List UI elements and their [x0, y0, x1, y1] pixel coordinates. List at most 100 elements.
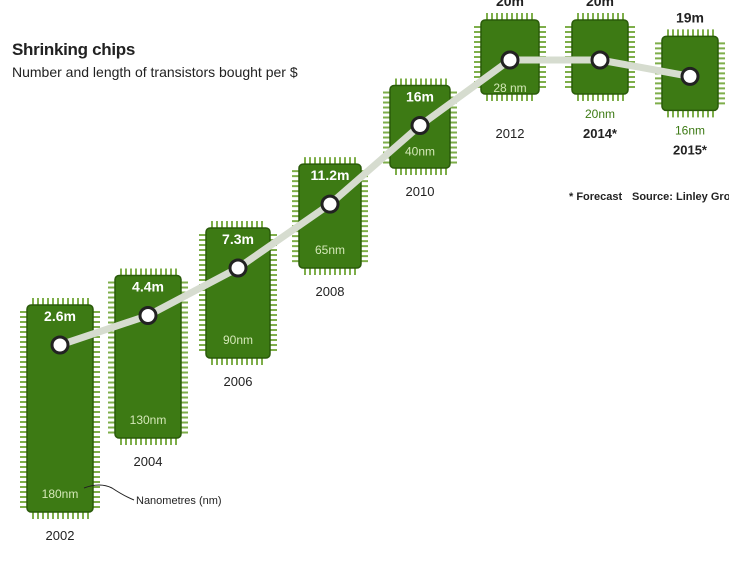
chip-pin — [607, 94, 609, 101]
chip-pin — [93, 366, 100, 368]
chip-pin — [199, 279, 206, 282]
chip-pin — [93, 411, 100, 413]
chip-2002 — [20, 298, 100, 519]
chip-pin — [628, 36, 635, 38]
chip-pin — [361, 195, 368, 198]
chip-pin — [304, 157, 306, 165]
chip-pin — [435, 78, 437, 86]
chip-pin — [655, 57, 662, 60]
chip-pin — [597, 13, 599, 20]
chip-pin — [292, 235, 299, 238]
chip-pin — [20, 451, 27, 453]
chip-pin — [181, 401, 188, 404]
chip-pin — [93, 316, 100, 318]
chip-pin — [539, 41, 546, 43]
chip-pin — [20, 501, 27, 503]
chip-pin — [270, 319, 277, 322]
chip-pin — [628, 86, 635, 88]
chip-pin — [199, 299, 206, 302]
chip-pin — [199, 249, 206, 252]
chip-pin — [20, 506, 27, 508]
chip-pin — [93, 386, 100, 388]
chip-pin — [199, 344, 206, 347]
chip-pin — [655, 77, 662, 80]
chip-pin — [72, 512, 74, 519]
chip-pin — [361, 185, 368, 188]
value-label: 7.3m — [222, 231, 254, 247]
chip-pin — [361, 260, 368, 263]
chip-pin — [334, 268, 336, 275]
chip-pin — [165, 438, 167, 445]
chip-pin — [592, 94, 594, 101]
chip-pin — [216, 358, 218, 365]
chip-pin — [145, 268, 147, 276]
chip-pin — [526, 94, 528, 101]
chip-pin — [93, 426, 100, 428]
chip-pin — [165, 268, 167, 276]
chip-pin — [270, 339, 277, 342]
chip-pin — [20, 471, 27, 473]
data-point-2002 — [50, 335, 70, 355]
chip-pin — [108, 331, 115, 334]
value-label: 11.2m — [311, 167, 350, 183]
chip-pin — [199, 324, 206, 327]
chip-pin — [329, 268, 331, 275]
chip-pin — [361, 240, 368, 243]
chip-pin — [539, 81, 546, 83]
chip-pin — [93, 381, 100, 383]
chip-pin — [231, 358, 233, 365]
chip-pin — [474, 66, 481, 68]
chip-pin — [199, 234, 206, 237]
chip-pin — [199, 334, 206, 337]
chip-pin — [20, 461, 27, 463]
chip-pin — [383, 121, 390, 124]
chip-pin — [140, 438, 142, 445]
chip-pin — [565, 31, 572, 33]
chip-pin — [93, 491, 100, 493]
chip-pin — [526, 13, 528, 20]
chip-pin — [270, 294, 277, 297]
chip-pin — [211, 221, 213, 229]
chip-pin — [314, 268, 316, 275]
chip-pin — [108, 286, 115, 289]
chip-pin — [314, 157, 316, 165]
chip-pin — [667, 110, 669, 118]
chip-pin — [292, 195, 299, 198]
chip-pin — [125, 268, 127, 276]
chip-pin — [93, 486, 100, 488]
chip-pin — [707, 110, 709, 118]
chip-pin — [292, 185, 299, 188]
chip-pin — [361, 245, 368, 248]
chip-pin — [93, 446, 100, 448]
chip-pin — [20, 481, 27, 483]
chip-pin — [425, 168, 427, 175]
chip-pin — [261, 358, 263, 365]
chip-pin — [93, 421, 100, 423]
chip-pin — [108, 401, 115, 404]
chip-pin — [539, 36, 546, 38]
chip-pin — [474, 26, 481, 28]
chip-pin — [181, 366, 188, 369]
chip-pin — [93, 416, 100, 418]
chip-pin — [135, 438, 137, 445]
chip-pin — [655, 97, 662, 100]
chip-pin — [236, 221, 238, 229]
chip-pin — [361, 255, 368, 258]
chip-pin — [246, 221, 248, 229]
chip-pin — [702, 110, 704, 118]
chip-pin — [20, 411, 27, 413]
chip-pin — [42, 298, 44, 305]
chip-pin — [687, 110, 689, 118]
chip-pin — [72, 298, 74, 305]
chip-pin — [93, 476, 100, 478]
chip-pin — [539, 66, 546, 68]
chip-pin — [655, 92, 662, 95]
chip-pin — [361, 200, 368, 203]
chip-pin — [361, 220, 368, 223]
chip-pin — [344, 157, 346, 165]
chip-pin — [145, 438, 147, 445]
chip-pin — [140, 268, 142, 276]
chip-pin — [702, 29, 704, 37]
chip-pin — [20, 386, 27, 388]
